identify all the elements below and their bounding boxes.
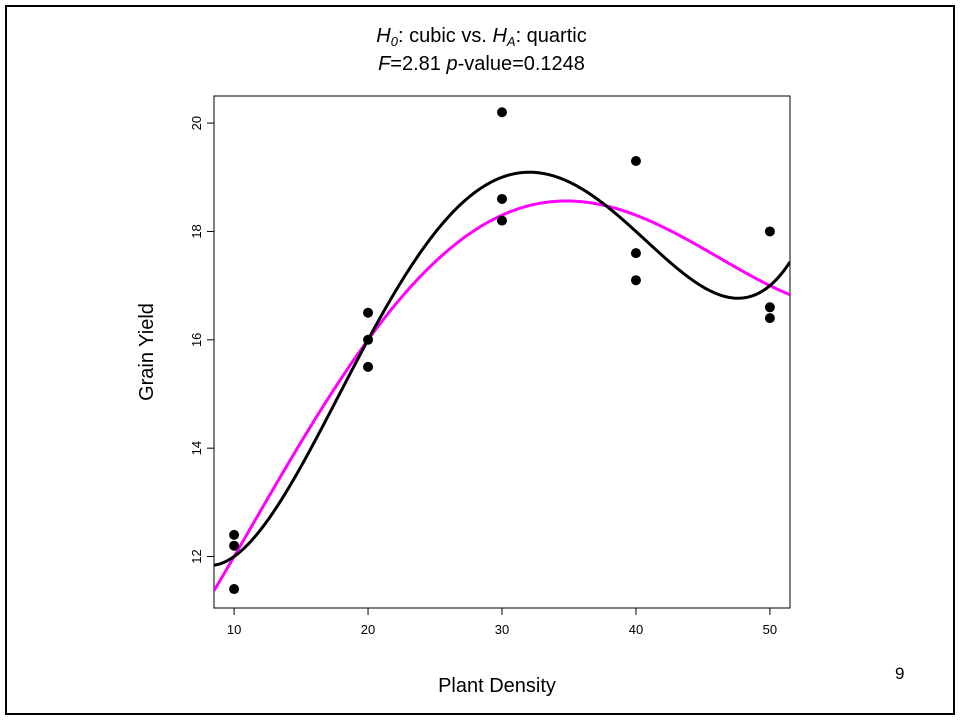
plot-area (213, 95, 791, 609)
h0-subscript: 0 (390, 34, 398, 49)
data-point (764, 313, 775, 324)
x-axis: 10 20 30 40 50 (227, 608, 777, 637)
ha-symbol: H (492, 25, 507, 47)
data-point (630, 248, 641, 259)
data-point (497, 215, 507, 226)
x-tick-label: 50 (763, 622, 777, 637)
data-point (630, 275, 641, 286)
h0-text: : cubic vs. (397, 25, 493, 47)
data-point (764, 302, 775, 313)
x-axis-label: Plant Density (438, 675, 556, 697)
data-point (229, 540, 240, 551)
data-point (229, 529, 240, 540)
y-tick-label: 18 (189, 224, 204, 238)
data-point (764, 226, 775, 237)
x-tick-label: 30 (495, 622, 509, 637)
p-value: -value=0.1248 (457, 53, 585, 75)
y-axis-label: Grain Yield (136, 303, 158, 401)
ha-text: : quartic (515, 25, 587, 47)
chart-title-statistics: F=2.81 p-value=0.1248 (0, 52, 963, 76)
y-tick-label: 16 (189, 333, 204, 347)
cubic-fit-curve (214, 199, 790, 592)
data-point (363, 307, 374, 318)
ha-subscript: A (506, 34, 516, 49)
slide-number: 9 (895, 664, 905, 683)
data-points (229, 107, 775, 595)
quartic-fit-curve (214, 170, 790, 567)
y-tick-label: 14 (189, 441, 204, 455)
f-symbol: F (378, 53, 391, 75)
y-tick-label: 20 (189, 116, 204, 130)
data-point (497, 193, 507, 204)
fit-curves (214, 170, 790, 592)
h0-symbol: H (376, 25, 391, 47)
x-tick-label: 40 (629, 622, 643, 637)
x-tick-label: 20 (361, 622, 375, 637)
data-point (363, 334, 374, 345)
data-point (363, 361, 374, 372)
data-point (630, 156, 641, 167)
y-tick-label: 12 (189, 549, 204, 563)
y-axis: 12 14 16 18 20 (189, 116, 214, 564)
data-point (497, 107, 507, 118)
f-value: =2.81 (390, 53, 447, 75)
x-tick-label: 10 (227, 622, 241, 637)
data-point (229, 584, 240, 595)
slide-frame (5, 5, 955, 715)
chart-title-hypotheses: H0: cubic vs. HA: quartic (0, 24, 963, 48)
p-symbol: p (446, 53, 458, 75)
